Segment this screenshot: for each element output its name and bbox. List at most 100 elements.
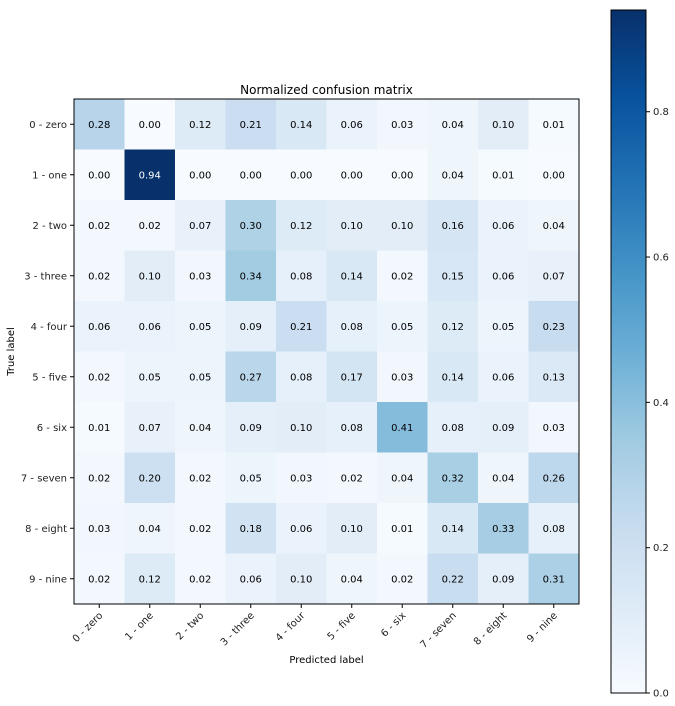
heatmap-cell: [326, 553, 378, 605]
heatmap-cell: [124, 99, 176, 150]
colorbar-ticks: 0.0 0.2 0.4 0.6 0.8: [646, 107, 669, 700]
heatmap-cell: [326, 452, 378, 504]
heatmap-cell: [124, 200, 176, 251]
heatmap-cell: [478, 149, 529, 201]
heatmap-cell: [377, 301, 428, 352]
cell-value-label: 0.02: [88, 473, 110, 484]
heatmap-cell: [427, 402, 479, 453]
heatmap-cell: [377, 250, 428, 302]
cell-value-label: 0.04: [442, 120, 464, 131]
x-axis-label: Predicted label: [289, 655, 363, 666]
cell-value-label: 0.02: [189, 574, 211, 585]
heatmap-cell: [377, 200, 428, 251]
cell-value-label: 0.03: [543, 423, 565, 434]
cell-value-label: 0.28: [88, 120, 110, 131]
cell-value-label: 0.10: [139, 271, 161, 282]
cell-value-label: 0.00: [543, 170, 565, 181]
heatmap-cell: [478, 503, 529, 554]
cell-value-label: 0.09: [492, 574, 514, 585]
cell-value-label: 0.05: [391, 322, 413, 333]
cell-value-label: 0.05: [189, 372, 211, 383]
heatmap-cell: [124, 250, 176, 302]
heatmap-cell: [74, 149, 125, 201]
x-tick-label: 7 - seven: [418, 610, 458, 650]
heatmap-cell: [124, 149, 176, 201]
heatmap-cell: [528, 99, 580, 150]
heatmap-cell: [124, 452, 176, 504]
cell-value-label: 0.08: [341, 423, 363, 434]
heatmap-cell: [377, 351, 428, 403]
cell-value-label: 0.13: [543, 372, 565, 383]
y-tick-label: 3 - three: [24, 271, 67, 282]
x-tick-label: 5 - five: [326, 610, 358, 642]
heatmap-cell: [478, 402, 529, 453]
y-tick-label: 4 - four: [31, 322, 68, 333]
cell-value-label: 0.14: [442, 372, 464, 383]
cell-value-label: 0.06: [492, 372, 514, 383]
heatmap-cell: [74, 99, 125, 150]
cell-value-label: 0.10: [492, 120, 514, 131]
cell-value-label: 0.02: [88, 372, 110, 383]
y-tick-label: 7 - seven: [21, 473, 67, 484]
cell-value-label: 0.14: [290, 120, 312, 131]
cell-value-label: 0.00: [341, 170, 363, 181]
heatmap-cell: [124, 553, 176, 605]
heatmap-cell: [74, 503, 125, 554]
cell-value-label: 0.04: [139, 524, 161, 535]
heatmap-cell: [326, 200, 378, 251]
heatmap-cell: [276, 503, 327, 554]
cell-value-label: 0.02: [341, 473, 363, 484]
plot-frame: [73, 98, 580, 605]
cell-value-label: 0.07: [543, 271, 565, 282]
heatmap-cell: [225, 250, 277, 302]
heatmap-cell: [276, 200, 327, 251]
x-tick-label: 9 - nine: [525, 610, 560, 645]
cell-value-label: 0.04: [189, 423, 211, 434]
heatmap-cell: [124, 301, 176, 352]
heatmap-cell: [528, 301, 580, 352]
y-tick-labels: 0 - zero 1 - one 2 - two 3 - three 4 - four 5…: [21, 120, 74, 585]
cell-value-label: 0.02: [189, 524, 211, 535]
cell-value-label: 0.08: [442, 423, 464, 434]
heatmap-cell: [175, 402, 226, 453]
heatmap-cell: [74, 200, 125, 251]
heatmap-cell: [225, 503, 277, 554]
heatmap-cell: [528, 553, 580, 605]
cell-value-label: 0.00: [88, 170, 110, 181]
cell-value-label: 0.00: [391, 170, 413, 181]
heatmap-cell: [276, 452, 327, 504]
heatmap-cell: [74, 402, 125, 453]
heatmap-cell: [478, 452, 529, 504]
heatmap-cell: [377, 503, 428, 554]
cell-value-label: 0.02: [391, 271, 413, 282]
heatmap-cell: [175, 99, 226, 150]
colorbar-tick-label: 0.0: [653, 689, 669, 700]
heatmap-cell: [528, 149, 580, 201]
heatmap-cell: [74, 351, 125, 403]
cell-value-label: 0.18: [240, 524, 262, 535]
cell-value-label: 0.01: [492, 170, 514, 181]
cell-value-label: 0.04: [442, 170, 464, 181]
heatmap-cell: [74, 301, 125, 352]
cell-value-label: 0.31: [543, 574, 565, 585]
heatmap-cell: [528, 250, 580, 302]
heatmap-cell: [478, 200, 529, 251]
heatmap-cell: [326, 503, 378, 554]
cell-value-label: 0.06: [290, 524, 312, 535]
heatmap-cell: [326, 149, 378, 201]
cell-value-label: 0.09: [492, 423, 514, 434]
heatmap-cell: [74, 452, 125, 504]
heatmap-cell: [427, 250, 479, 302]
cell-value-label: 0.04: [492, 473, 514, 484]
heatmap-cell: [225, 99, 277, 150]
heatmap-cell: [225, 402, 277, 453]
heatmap-cell: [528, 351, 580, 403]
heatmap-cell: [276, 402, 327, 453]
cell-value-label: 0.41: [391, 423, 413, 434]
cell-value-label: 0.33: [492, 524, 514, 535]
cell-value-label: 0.03: [391, 372, 413, 383]
cell-value-label: 0.30: [240, 221, 262, 232]
heatmap-cell: [225, 452, 277, 504]
y-tick-label: 0 - zero: [29, 120, 67, 131]
